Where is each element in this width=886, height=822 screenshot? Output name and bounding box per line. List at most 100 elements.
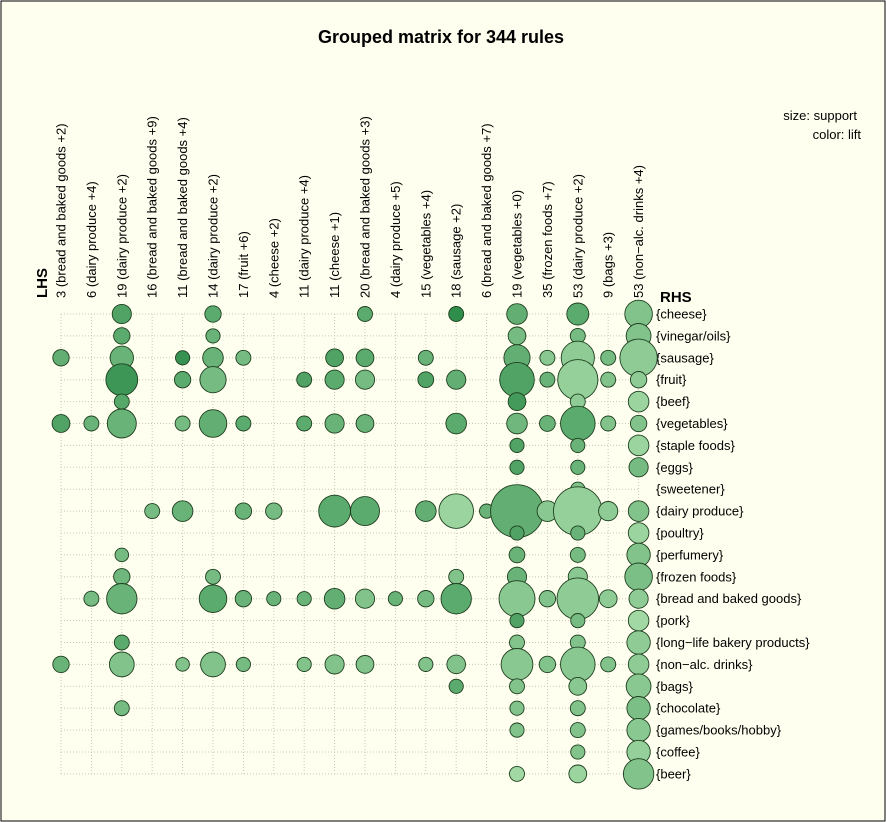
rule-bubble	[509, 613, 525, 629]
rule-bubble	[509, 700, 525, 716]
rhs-tick-label: {sausage}	[656, 350, 714, 365]
rule-bubble	[113, 568, 131, 586]
rule-bubble	[113, 634, 130, 651]
rule-bubble	[507, 326, 527, 346]
rule-bubble	[174, 415, 191, 432]
rule-bubble	[538, 590, 557, 608]
rule-bubble	[446, 369, 467, 390]
rule-bubble	[202, 347, 224, 369]
rule-bubble	[498, 580, 536, 618]
rule-bubble	[509, 634, 525, 651]
rule-bubble	[205, 568, 221, 585]
rule-bubble	[619, 338, 658, 377]
rule-bubble	[506, 412, 528, 435]
lhs-tick-label: 16 (bread and baked goods +9)	[145, 116, 160, 298]
rule-bubble	[83, 590, 100, 607]
chart-title: Grouped matrix for 344 rules	[318, 27, 564, 47]
rule-bubble	[51, 414, 71, 433]
rule-bubble	[235, 415, 252, 432]
rule-bubble	[235, 656, 251, 672]
rule-bubble	[415, 500, 437, 522]
lhs-tick-label: 15 (vegetables +4)	[418, 190, 433, 298]
lhs-tick-label: 6 (bread and baked goods +7)	[479, 123, 494, 298]
rule-bubble	[448, 306, 465, 322]
rule-bubble	[600, 349, 617, 366]
rule-bubble	[509, 459, 525, 475]
rule-bubble	[417, 590, 435, 608]
lhs-tick-label: 9 (bags +3)	[601, 232, 616, 298]
rule-bubble	[296, 371, 313, 388]
rule-bubble	[625, 673, 652, 700]
rhs-tick-label: {non−alc. drinks}	[656, 657, 753, 672]
rule-bubble	[355, 414, 375, 433]
rhs-tick-labels: {cheese} {vinegar/oils} {sausage} {fruit} {b…	[656, 307, 810, 782]
rule-bubble	[350, 496, 380, 527]
legend-size-label: size: support	[783, 108, 857, 123]
rhs-tick-label: {poultry}	[656, 526, 704, 541]
rhs-tick-label: {vegetables}	[656, 416, 728, 431]
lhs-tick-label: 4 (dairy produce +5)	[388, 181, 403, 298]
rule-bubble	[113, 700, 130, 717]
lhs-tick-labels: 3 (bread and baked goods +2) 6 (dairy pro…	[54, 116, 647, 298]
rule-bubble	[355, 655, 375, 674]
rule-bubble	[324, 654, 345, 675]
rule-bubble	[200, 651, 226, 678]
lhs-tick-label: 6 (dairy produce +4)	[84, 181, 99, 298]
rule-bubble	[387, 591, 403, 607]
rule-bubble	[507, 392, 527, 411]
rule-bubble	[296, 656, 312, 672]
rule-bubble	[108, 651, 135, 678]
lhs-tick-label: 3 (bread and baked goods +2)	[54, 123, 69, 298]
rule-bubble	[627, 500, 650, 522]
lhs-tick-label: 11 (bread and baked goods +4)	[175, 117, 190, 298]
rule-bubble	[83, 415, 100, 432]
rule-bubble	[440, 583, 472, 615]
rule-bubble	[198, 584, 228, 613]
rule-bubble	[296, 591, 312, 607]
rule-bubble	[600, 656, 617, 673]
rule-bubble	[538, 655, 557, 674]
grid-lines	[60, 313, 640, 775]
rule-bubble	[234, 502, 253, 520]
rule-bubble	[198, 409, 228, 438]
rule-bubble	[173, 371, 192, 389]
rule-bubble	[570, 525, 586, 541]
rhs-tick-label: {eggs}	[656, 460, 694, 475]
rule-bubble	[438, 493, 474, 529]
rule-bubble	[175, 350, 191, 366]
legend-color-label: color: lift	[813, 127, 862, 142]
rule-bubble	[324, 413, 345, 434]
rule-bubble	[627, 609, 650, 632]
rule-bubble	[355, 348, 375, 368]
rule-bubble	[114, 547, 130, 563]
rule-bubble	[106, 583, 138, 615]
rhs-axis-label: RHS	[660, 289, 692, 306]
lhs-tick-label: 19 (dairy produce +2)	[114, 174, 129, 298]
rule-bubble	[568, 676, 588, 696]
rule-bubble	[417, 371, 435, 389]
rhs-tick-label: {long−life bakery products}	[656, 635, 810, 650]
rule-bubble	[509, 765, 525, 782]
rule-bubble	[52, 655, 70, 674]
rhs-tick-label: {pork}	[656, 613, 691, 628]
rhs-tick-label: {cheese}	[656, 307, 707, 322]
rule-bubble	[622, 758, 655, 790]
rule-bubble	[324, 369, 345, 390]
rhs-tick-label: {coffee}	[656, 745, 701, 760]
rhs-tick-label: {fruit}	[656, 372, 687, 387]
rhs-tick-label: {beef}	[656, 394, 691, 409]
rule-bubble	[323, 587, 346, 610]
rule-bubble	[325, 348, 344, 368]
rule-bubble	[569, 546, 586, 563]
rule-bubble	[418, 656, 434, 672]
rule-bubble	[175, 657, 190, 672]
rule-bubble	[627, 522, 650, 544]
rule-bubble	[629, 414, 648, 433]
rhs-tick-label: {games/books/hobby}	[656, 723, 782, 738]
lhs-tick-label: 11 (cheese +1)	[327, 212, 342, 298]
rhs-tick-label: {frozen foods}	[656, 569, 737, 584]
lhs-tick-label: 53 (non−alc. drinks +4)	[631, 165, 646, 298]
rule-bubble	[560, 405, 596, 442]
